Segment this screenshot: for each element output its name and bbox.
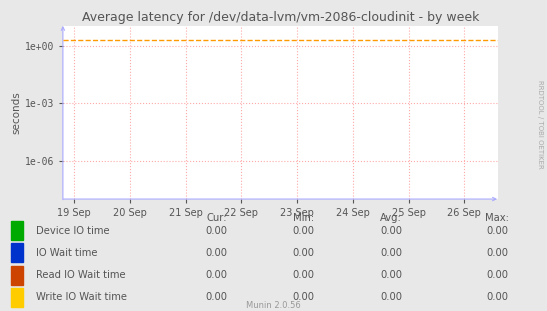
Text: 0.00: 0.00: [205, 270, 227, 280]
Text: 0.00: 0.00: [487, 292, 509, 302]
Text: 0.00: 0.00: [487, 248, 509, 258]
Text: 0.00: 0.00: [380, 226, 402, 236]
Text: 0.00: 0.00: [205, 292, 227, 302]
Text: 0.00: 0.00: [380, 292, 402, 302]
Text: 0.00: 0.00: [293, 226, 315, 236]
Text: 0.00: 0.00: [205, 248, 227, 258]
Text: 0.00: 0.00: [380, 248, 402, 258]
Text: Cur:: Cur:: [207, 213, 227, 223]
Text: 0.00: 0.00: [293, 248, 315, 258]
Text: Read IO Wait time: Read IO Wait time: [36, 270, 125, 280]
Text: Device IO time: Device IO time: [36, 226, 109, 236]
Bar: [11, 266, 23, 285]
Bar: [11, 221, 23, 240]
Text: IO Wait time: IO Wait time: [36, 248, 97, 258]
Text: Avg:: Avg:: [380, 213, 402, 223]
Text: 0.00: 0.00: [487, 270, 509, 280]
Text: 0.00: 0.00: [205, 226, 227, 236]
Text: Min:: Min:: [293, 213, 315, 223]
Bar: [11, 243, 23, 262]
Text: 0.00: 0.00: [293, 292, 315, 302]
Text: Write IO Wait time: Write IO Wait time: [36, 292, 126, 302]
Bar: [11, 288, 23, 307]
Text: Max:: Max:: [485, 213, 509, 223]
Text: Munin 2.0.56: Munin 2.0.56: [246, 301, 301, 310]
Text: 0.00: 0.00: [293, 270, 315, 280]
Text: 0.00: 0.00: [487, 226, 509, 236]
Text: 0.00: 0.00: [380, 270, 402, 280]
Y-axis label: seconds: seconds: [11, 91, 22, 134]
Title: Average latency for /dev/data-lvm/vm-2086-cloudinit - by week: Average latency for /dev/data-lvm/vm-208…: [82, 11, 479, 24]
Text: RRDTOOL / TOBI OETIKER: RRDTOOL / TOBI OETIKER: [537, 80, 543, 169]
